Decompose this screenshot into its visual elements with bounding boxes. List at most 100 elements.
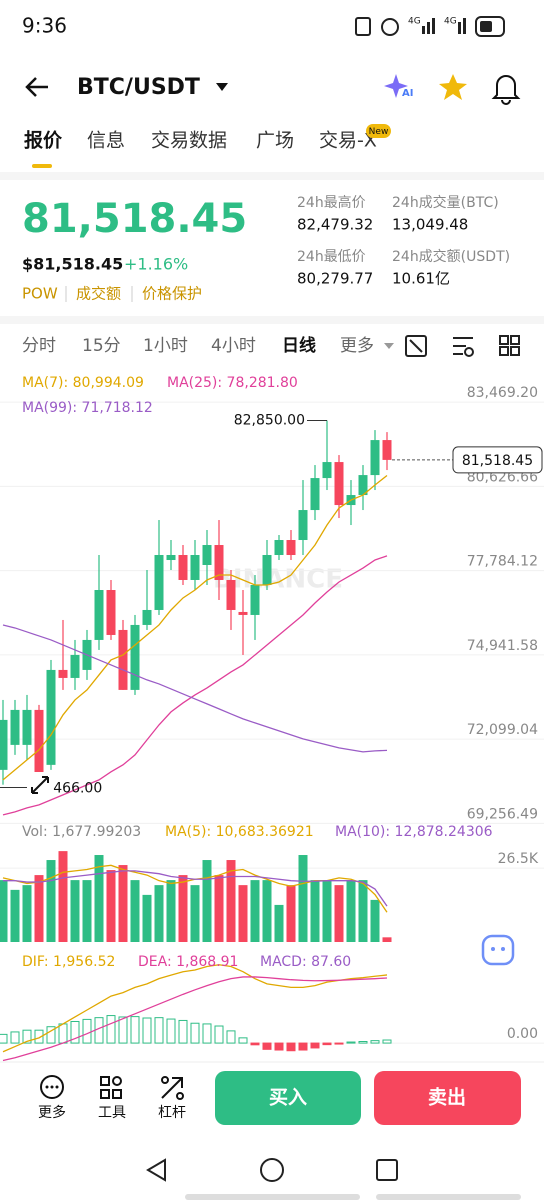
macd-bar xyxy=(70,1020,80,1044)
interval[interactable]: 15分 xyxy=(82,336,121,356)
interval[interactable]: 分时 xyxy=(22,336,56,356)
expand-button[interactable] xyxy=(31,776,49,794)
legend-label: MA(25): 78,281.80 xyxy=(167,375,298,391)
tab[interactable]: 信息 xyxy=(87,130,125,152)
tab[interactable]: 广场 xyxy=(256,130,294,152)
more-icon[interactable] xyxy=(40,1075,64,1099)
volume-bar xyxy=(118,865,128,942)
pair-title[interactable]: BTC/USDT xyxy=(77,75,200,100)
nav-hint xyxy=(376,1194,521,1200)
leverage-icon[interactable] xyxy=(161,1076,184,1100)
tab[interactable]: 交易-X xyxy=(319,130,377,152)
interval[interactable]: 4小时 xyxy=(211,336,256,356)
candle-body xyxy=(178,555,188,580)
tag[interactable]: 价格保护 xyxy=(142,285,202,303)
assistant-button[interactable] xyxy=(481,934,515,966)
favorite-button[interactable] xyxy=(439,74,467,100)
divider xyxy=(0,172,544,180)
candle-body xyxy=(226,579,236,610)
sell-label[interactable]: 卖出 xyxy=(428,1086,466,1109)
pair-dropdown[interactable] xyxy=(216,83,228,91)
legend-label: Vol: 1,677.99203 xyxy=(22,824,141,840)
sell-button[interactable] xyxy=(374,1071,521,1125)
volume-bar xyxy=(142,894,152,942)
price-change: +1.16% xyxy=(124,255,188,274)
volume-bar xyxy=(250,880,260,942)
nav-recent[interactable] xyxy=(376,1159,398,1181)
tab[interactable]: 报价 xyxy=(24,129,63,152)
macd-bar xyxy=(310,1042,320,1049)
kline-chart: BINANCE83,469.2080,626.6677,784.1274,941… xyxy=(0,375,544,1062)
macd-bar xyxy=(82,1018,92,1044)
candle-body xyxy=(214,545,224,580)
tool-label[interactable]: 工具 xyxy=(98,1105,126,1121)
badge-label: New xyxy=(369,127,389,137)
tab-indicator xyxy=(32,164,52,168)
chart-tools[interactable] xyxy=(405,335,520,357)
ma-line xyxy=(2,474,388,781)
tag[interactable]: POW xyxy=(22,285,58,303)
macd-bar xyxy=(238,1037,248,1044)
macd-bar xyxy=(22,1029,32,1044)
tools-icon[interactable] xyxy=(100,1076,122,1099)
volume-bar xyxy=(346,880,356,942)
tool-label[interactable]: 更多 xyxy=(38,1104,66,1121)
last-price-label: 81,518.45 xyxy=(462,453,533,469)
ma-line xyxy=(2,555,388,816)
interval[interactable]: 日线 xyxy=(282,335,316,356)
tab[interactable]: 交易数据 xyxy=(151,130,227,152)
macd-bar xyxy=(370,1040,380,1044)
stat-value: 10.61亿 xyxy=(392,270,450,288)
volume-bar xyxy=(0,880,8,942)
y-tick-label: 72,099.04 xyxy=(467,722,538,738)
status-icons: 4G 4G xyxy=(355,16,505,37)
candle-body xyxy=(106,590,116,635)
volume-bar xyxy=(46,860,56,942)
volume-bar xyxy=(130,880,140,942)
nav-home[interactable] xyxy=(260,1158,284,1182)
candle-body xyxy=(118,629,128,690)
interval-dropdown[interactable] xyxy=(384,343,394,349)
y-tick-label: 69,256.49 xyxy=(467,806,538,822)
candle-body xyxy=(166,555,176,561)
buy-label[interactable]: 买入 xyxy=(269,1087,307,1109)
interval[interactable]: 1小时 xyxy=(143,336,188,356)
volume-bar xyxy=(214,875,224,942)
macd-bar xyxy=(118,1016,128,1044)
candle-body xyxy=(202,545,212,565)
macd-bar xyxy=(298,1042,308,1051)
nav-back[interactable] xyxy=(146,1158,166,1182)
macd-bar xyxy=(226,1030,236,1044)
overlay-icons xyxy=(27,772,542,978)
volume-bar xyxy=(94,855,104,942)
volume-bar xyxy=(286,885,296,942)
volume-bar xyxy=(22,885,32,942)
macd-bar xyxy=(358,1041,368,1044)
ai-button[interactable]: AI xyxy=(384,74,413,99)
volume-bar xyxy=(238,885,248,942)
y-tick-label: 74,941.58 xyxy=(467,638,538,654)
candle-body xyxy=(286,540,296,556)
candle-body xyxy=(34,709,44,775)
max-label: 82,850.00 xyxy=(234,412,305,428)
candle-body xyxy=(0,719,8,770)
macd-bar xyxy=(154,1017,164,1044)
interval[interactable]: 更多 xyxy=(340,336,374,356)
alert-button[interactable] xyxy=(491,75,521,105)
macd-bar xyxy=(106,1015,116,1044)
volume-bar xyxy=(166,880,176,942)
candle-body xyxy=(94,590,104,640)
volume-bar xyxy=(82,880,92,942)
candle-body xyxy=(142,609,152,625)
legend-label: MA(10): 12,878.24306 xyxy=(335,824,493,840)
nav-hint xyxy=(185,1194,360,1200)
tag[interactable]: 成交额 xyxy=(76,285,121,303)
volume-bar xyxy=(190,885,200,942)
candle-body xyxy=(130,624,140,690)
stat-label: 24h成交量(BTC) xyxy=(392,194,499,211)
candle-body xyxy=(298,510,308,541)
buy-button[interactable] xyxy=(215,1071,361,1125)
back-button[interactable] xyxy=(25,77,48,97)
tool-label[interactable]: 杠杆 xyxy=(158,1105,186,1121)
